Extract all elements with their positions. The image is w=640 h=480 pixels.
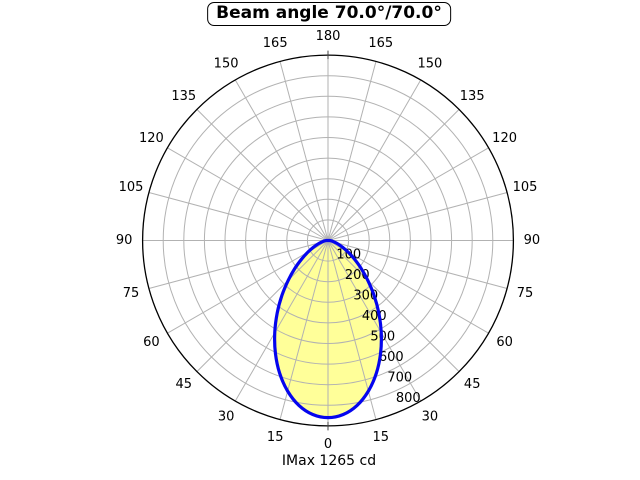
- angle-tick-label: 90: [524, 233, 541, 248]
- angle-tick-label: 45: [176, 377, 193, 392]
- grid-spoke: [234, 240, 329, 402]
- grid-spoke: [167, 240, 329, 334]
- grid-spoke: [327, 79, 422, 241]
- grid-spoke: [327, 240, 422, 402]
- grid-spoke: [148, 192, 329, 241]
- polar-grid: [142, 55, 514, 426]
- angle-tick-label: 180: [316, 29, 341, 44]
- imax-label: IMax 1265 cd: [281, 453, 377, 469]
- angle-tick-label: 120: [139, 131, 164, 146]
- angle-tick-label: 30: [218, 410, 235, 425]
- angle-tick-label: 165: [263, 36, 288, 51]
- chart-title-box: Beam angle 70.0°/70.0°: [207, 2, 451, 26]
- grid-spoke: [167, 147, 329, 241]
- grid-spoke: [196, 109, 329, 241]
- grid-spoke: [327, 61, 377, 241]
- angle-tick-label: 15: [373, 430, 390, 445]
- grid-spoke: [279, 61, 329, 241]
- angle-tick-label: 60: [496, 335, 513, 350]
- angle-tick-label: 30: [422, 410, 439, 425]
- radial-tick-label: 600: [379, 350, 404, 365]
- grid-spoke: [327, 192, 508, 241]
- radial-tick-label: 700: [387, 370, 412, 385]
- grid-spoke: [327, 147, 489, 241]
- grid-spoke: [327, 240, 489, 334]
- grid-spoke: [327, 109, 460, 241]
- angle-tick-label: 60: [143, 335, 160, 350]
- angle-tick-label: 45: [464, 377, 481, 392]
- grid-spoke: [196, 240, 329, 372]
- angle-tick-label: 165: [368, 36, 393, 51]
- grid-spoke: [148, 240, 329, 289]
- angle-tick-labels: 0 15 15 30 30 45 45 60 60 75 75 90 90 105 105 120 120 135…: [116, 29, 540, 452]
- angle-tick-label: 120: [492, 131, 517, 146]
- angle-tick-label: 75: [123, 286, 140, 301]
- angle-tick-label: 75: [517, 286, 534, 301]
- radial-tick-label: 400: [362, 309, 387, 324]
- angle-tick-label: 135: [460, 89, 485, 104]
- grid-spoke: [327, 240, 508, 289]
- angle-tick-label: 105: [513, 180, 538, 195]
- grid-spoke: [327, 240, 460, 372]
- angle-tick-label: 135: [171, 89, 196, 104]
- angle-tick-label: 150: [214, 56, 239, 71]
- angle-tick-label: 0: [324, 437, 332, 452]
- angle-tick-label: 150: [417, 56, 442, 71]
- angle-tick-label: 105: [119, 180, 144, 195]
- chart-title: Beam angle 70.0°/70.0°: [216, 3, 442, 23]
- grid-spoke: [234, 79, 329, 241]
- angle-tick-label: 90: [116, 233, 133, 248]
- radial-tick-label: 800: [396, 391, 421, 406]
- intensity-curve: [273, 238, 383, 420]
- angle-tick-label: 15: [267, 430, 284, 445]
